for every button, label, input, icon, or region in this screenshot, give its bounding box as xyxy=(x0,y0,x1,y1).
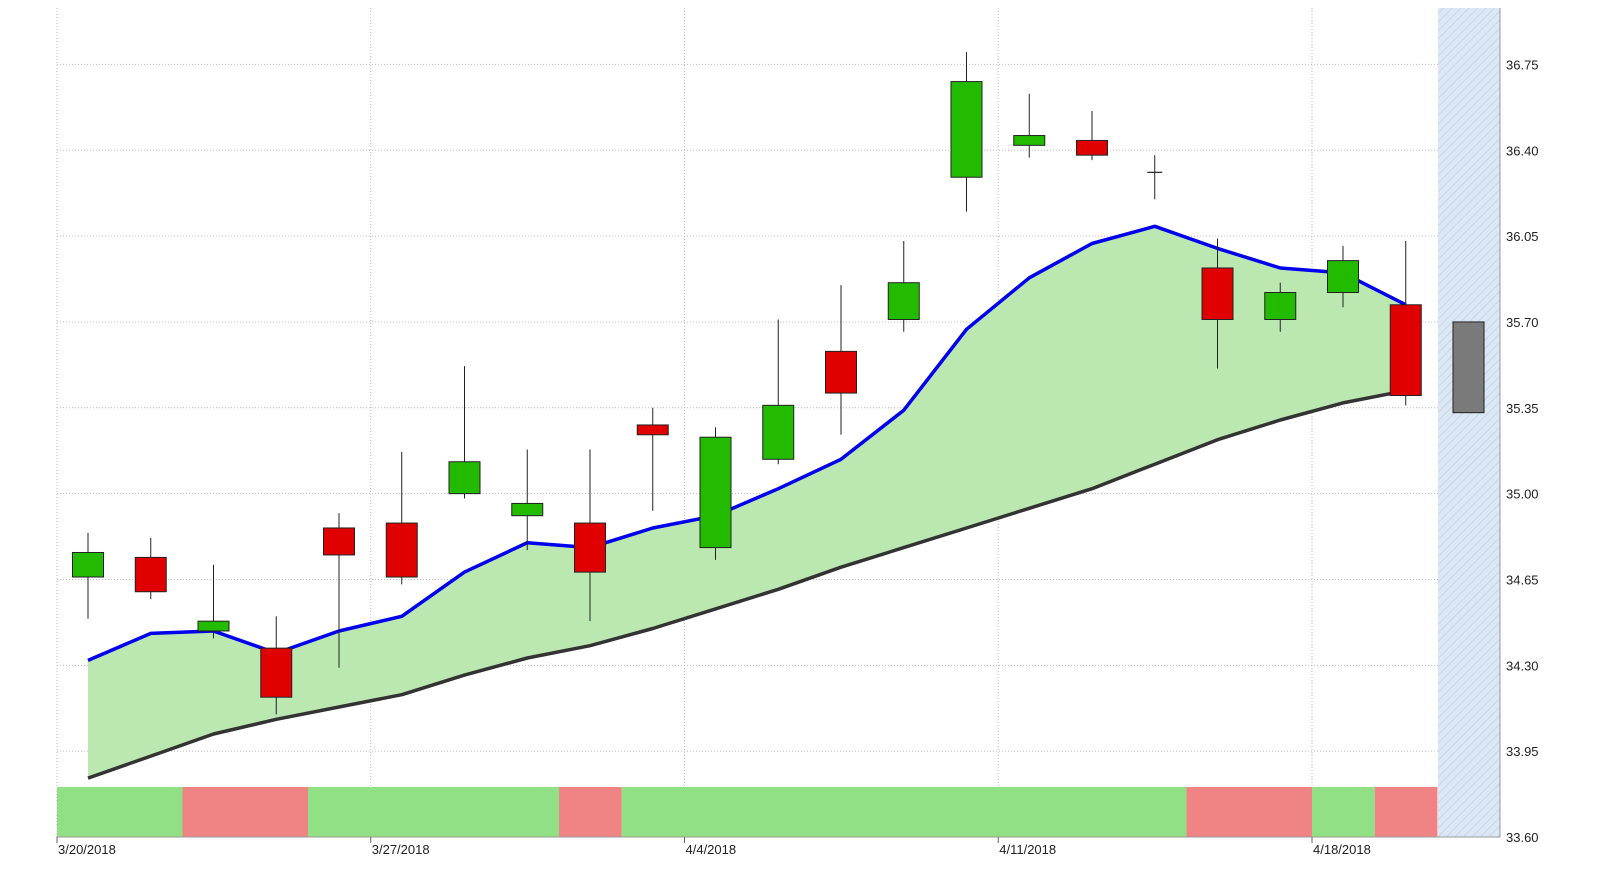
y-tick-label: 36.05 xyxy=(1506,229,1539,244)
y-tick-label: 36.75 xyxy=(1506,57,1539,72)
candle-body xyxy=(511,502,544,517)
trend-segment-up xyxy=(1312,787,1375,837)
candle-body xyxy=(197,620,230,632)
candle xyxy=(448,366,481,499)
candle-body xyxy=(887,282,920,320)
candle xyxy=(1076,111,1108,161)
candle xyxy=(1452,321,1485,414)
y-tick-label: 33.95 xyxy=(1506,744,1539,759)
y-tick-label: 34.30 xyxy=(1506,658,1539,673)
trend-segment-down xyxy=(182,787,308,837)
candle-body xyxy=(1264,292,1297,320)
x-axis-tick-labels: 3/20/2018 3/27/2018 4/4/2018 4/11/2018 4/18/… xyxy=(56,837,1371,857)
trend-segment-down xyxy=(559,787,622,837)
candle xyxy=(260,616,293,715)
candle xyxy=(1147,155,1163,200)
y-tick-label: 36.40 xyxy=(1506,143,1539,158)
candle-body xyxy=(1201,267,1234,320)
candle xyxy=(825,285,857,435)
y-tick-label: 35.00 xyxy=(1506,487,1539,502)
candle xyxy=(1201,238,1234,369)
candle xyxy=(574,449,606,622)
candle xyxy=(887,241,920,332)
y-tick-label: 33.60 xyxy=(1506,830,1539,845)
candle-body xyxy=(1452,321,1485,414)
projection-area xyxy=(1438,8,1500,837)
candles xyxy=(72,52,1485,715)
candle xyxy=(134,537,167,600)
candle xyxy=(323,513,355,668)
x-tick-label: 3/27/2018 xyxy=(372,842,430,857)
candle xyxy=(1264,282,1297,332)
candle-body xyxy=(574,522,606,573)
candle xyxy=(950,52,983,212)
candle-body xyxy=(1013,135,1046,146)
candle-body xyxy=(448,461,481,495)
y-tick-label: 34.65 xyxy=(1506,572,1539,587)
candle xyxy=(511,449,544,551)
x-tick-label: 4/18/2018 xyxy=(1313,842,1371,857)
candle-body xyxy=(385,522,418,578)
x-tick-label: 3/20/2018 xyxy=(58,842,116,857)
candle xyxy=(72,532,104,619)
candle-body xyxy=(134,556,167,593)
candle xyxy=(385,451,418,585)
lower-average-line xyxy=(87,388,1407,780)
x-tick-label: 4/11/2018 xyxy=(999,842,1056,857)
trend-segment-down xyxy=(1186,787,1312,837)
trend-band xyxy=(57,787,1438,837)
y-tick-label: 35.70 xyxy=(1506,315,1539,330)
trend-segment-down xyxy=(1374,787,1438,837)
x-tick-label: 4/4/2018 xyxy=(686,842,737,857)
trend-segment-up xyxy=(57,787,183,837)
upper-average-line xyxy=(87,224,1407,663)
y-axis-tick-labels: 36.75 36.40 36.05 35.70 35.35 35.00 34.65 34.30… xyxy=(1506,57,1539,845)
candle-body xyxy=(950,81,983,178)
candle xyxy=(1327,245,1359,308)
candle-body xyxy=(1076,139,1108,156)
candle-body xyxy=(699,436,732,549)
candle-body xyxy=(1389,304,1422,397)
candle xyxy=(1013,93,1046,158)
y-tick-label: 35.35 xyxy=(1506,401,1539,416)
candle xyxy=(1389,241,1422,406)
candle-body xyxy=(1327,260,1359,294)
trend-segment-up xyxy=(308,787,559,837)
candle-body xyxy=(636,424,669,436)
candle-body xyxy=(825,350,857,394)
candle-body xyxy=(260,647,293,698)
candle-body xyxy=(323,527,355,556)
candle xyxy=(762,319,795,465)
candle-body xyxy=(72,551,104,578)
candle xyxy=(197,564,230,639)
candle xyxy=(636,407,669,511)
candle xyxy=(699,427,732,560)
candle-body xyxy=(762,404,795,460)
trend-segment-up xyxy=(621,787,1187,837)
